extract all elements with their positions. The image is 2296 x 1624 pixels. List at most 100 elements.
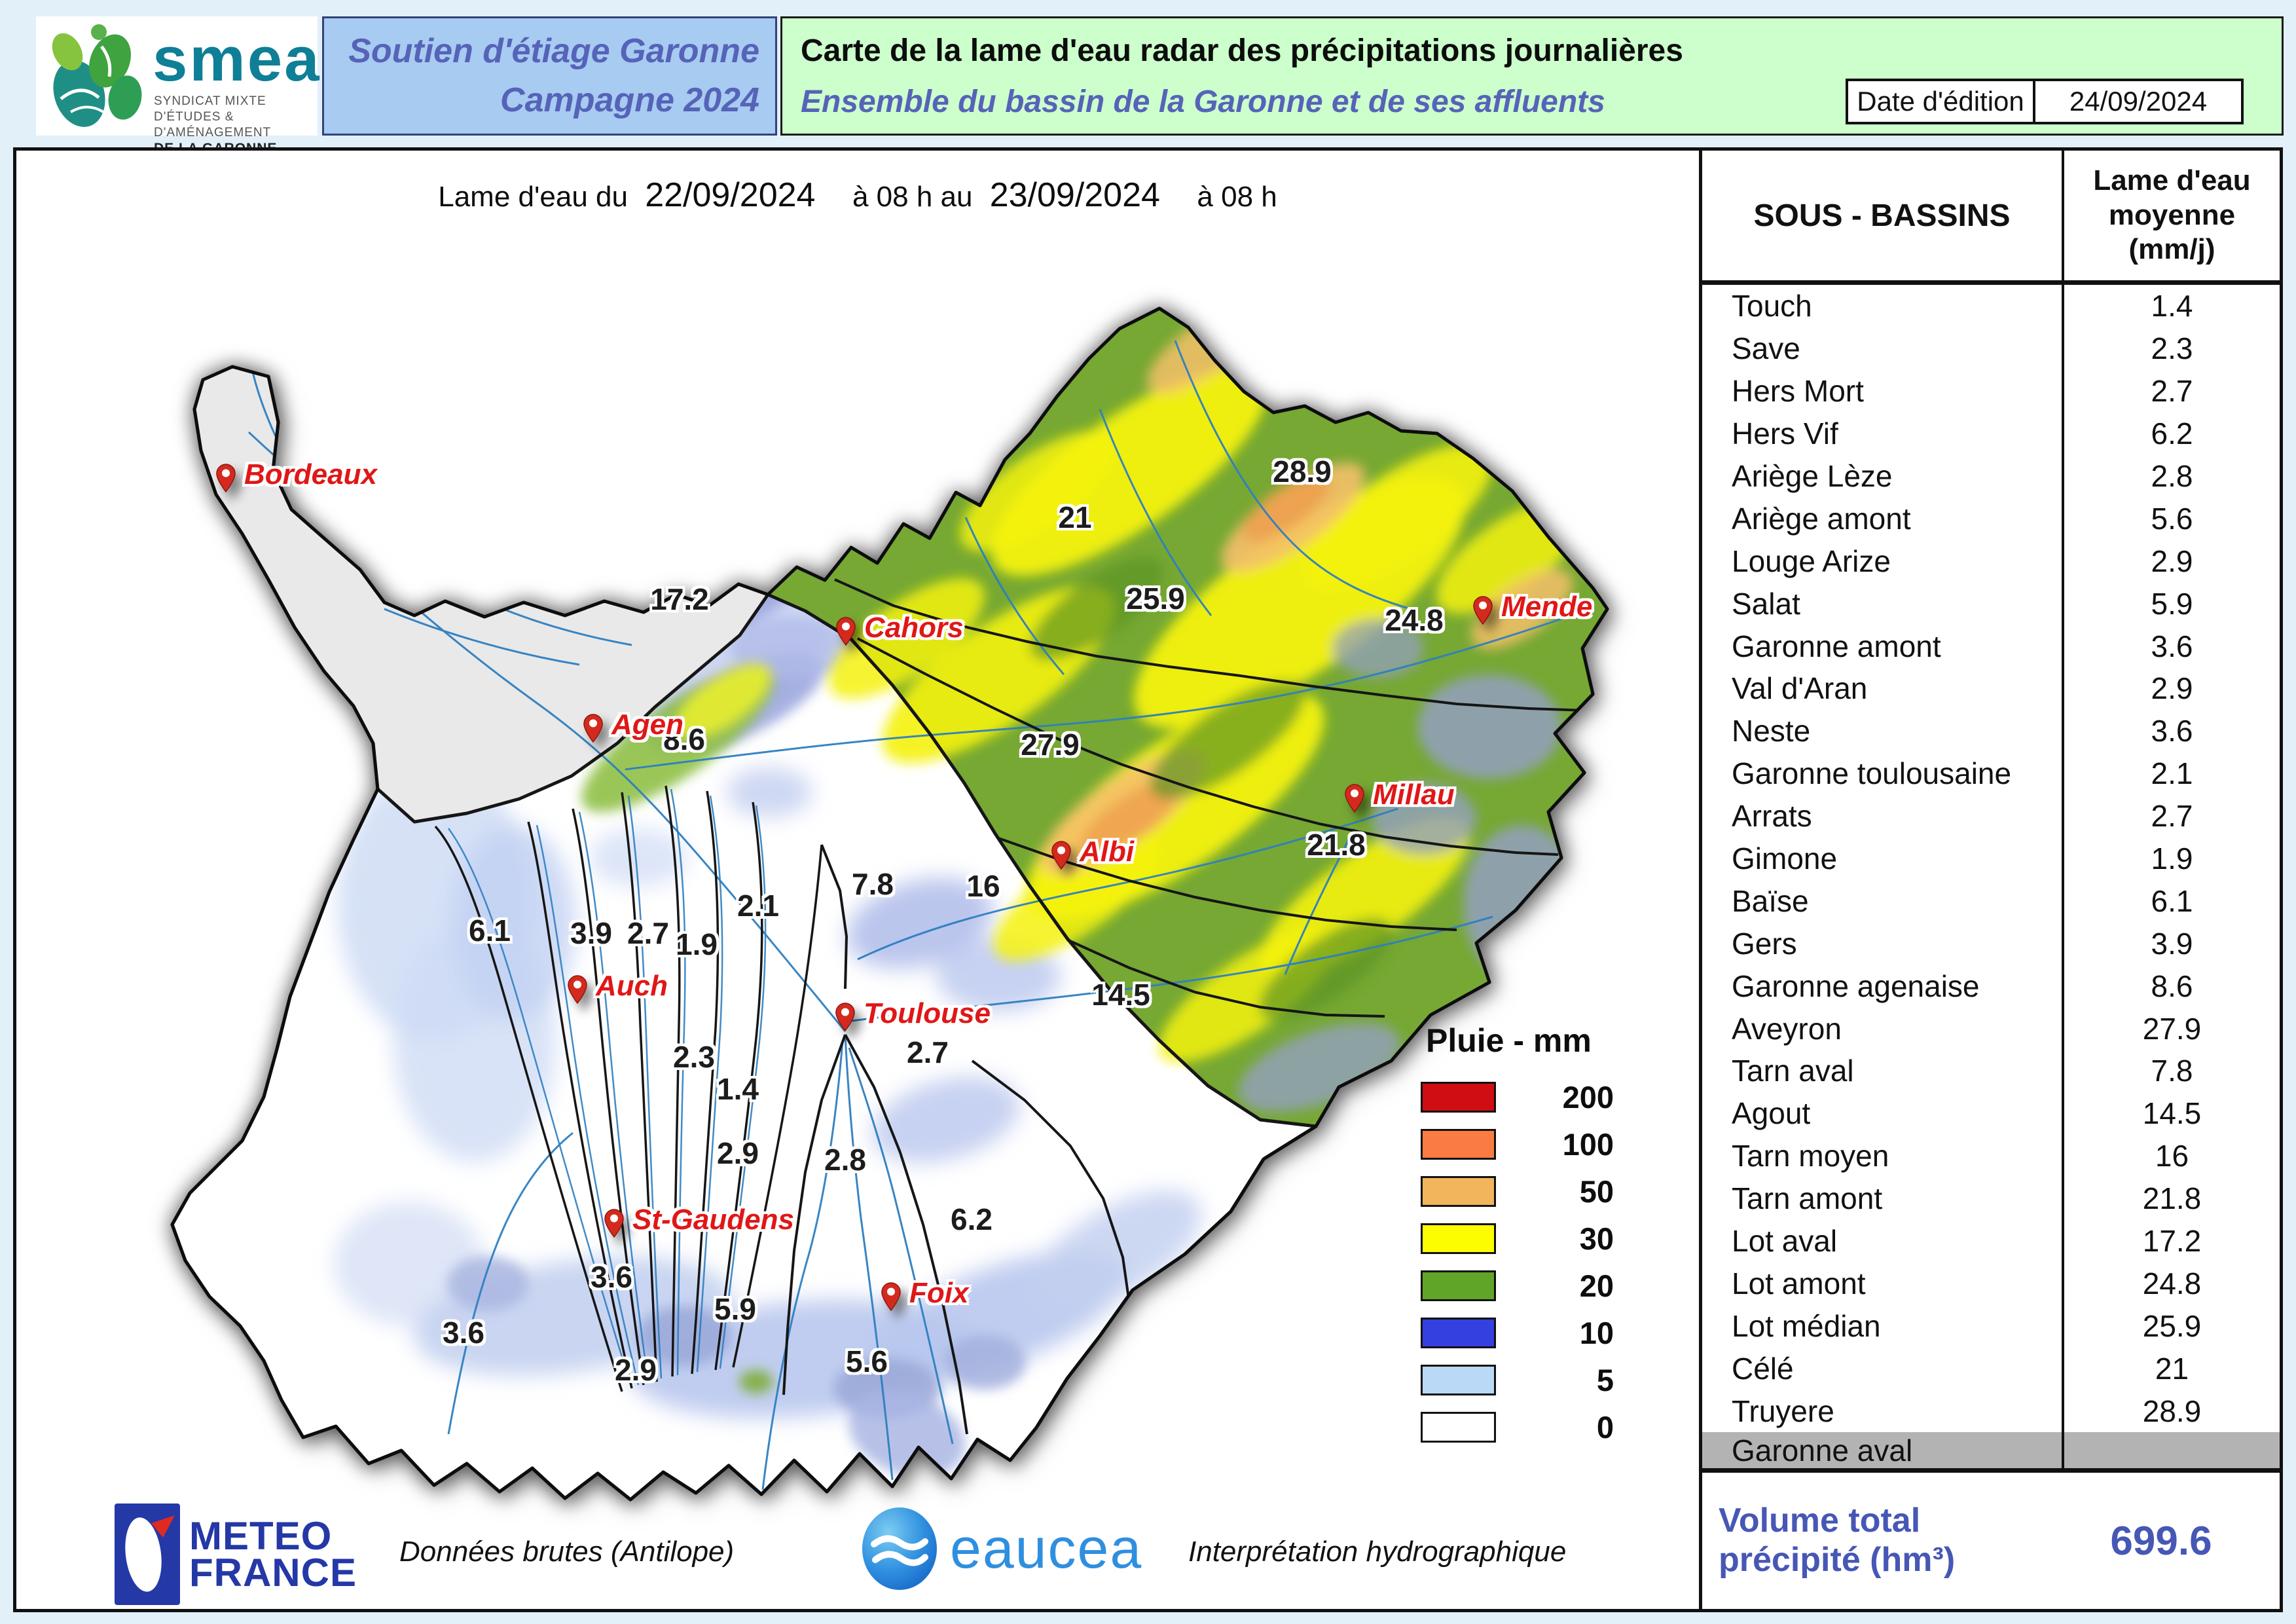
- map-title-suffix: à 08 h: [1197, 181, 1277, 213]
- city-label: Foix: [909, 1277, 969, 1309]
- map-value-label: 21: [1058, 500, 1091, 535]
- city-label: St-Gaudens: [632, 1204, 794, 1236]
- map-value-label: 2.7: [627, 915, 669, 951]
- edition-date-label: Date d'édition: [1846, 79, 2033, 124]
- basin-value: 3.6: [2151, 714, 2193, 748]
- map-value-label: 28.9: [1273, 454, 1332, 489]
- precipitation-radar-map: [170, 306, 1609, 1502]
- basin-value: 2.7: [2151, 799, 2193, 834]
- map-value-text: 21: [1058, 500, 1092, 534]
- legend-label: 0: [1596, 1410, 1614, 1445]
- table-row: Baïse 6.1: [1702, 879, 2280, 923]
- basin-value: 1.4: [2151, 289, 2193, 323]
- table-header: SOUS - BASSINS Lame d'eau moyenne (mm/j): [1702, 151, 2280, 285]
- city-label: Agen: [611, 709, 683, 741]
- basin-value: 3.6: [2151, 629, 2193, 663]
- map-title-date1: 22/09/2024: [645, 176, 816, 214]
- gray-row-name: Garonne aval: [1702, 1432, 2064, 1468]
- table-header-lame: Lame d'eau moyenne (mm/j): [2093, 164, 2251, 266]
- table-row: Ariège Lèze 2.8: [1702, 454, 2280, 498]
- basin-name: Gers: [1702, 922, 2064, 965]
- basin-value: 27.9: [2142, 1011, 2202, 1046]
- table-row: Lot médian 25.9: [1702, 1304, 2280, 1348]
- data-source-text: Données brutes (Antilope): [399, 1536, 735, 1568]
- basin-value: 8.6: [2151, 969, 2193, 1003]
- gray-row-value: [2064, 1432, 2280, 1468]
- map-value-label: 6.2: [951, 1202, 993, 1237]
- basin-name: Ariège amont: [1702, 497, 2064, 540]
- basin-value: 7.8: [2151, 1054, 2193, 1088]
- map-value-label: 17.2: [650, 581, 709, 617]
- map-value-text: 5.9: [714, 1292, 756, 1326]
- map-value-label: 3.6: [591, 1259, 632, 1295]
- map-value-text: 24.8: [1385, 603, 1444, 637]
- legend-entry: 5: [1421, 1362, 1614, 1398]
- table-row: Hers Vif 6.2: [1702, 412, 2280, 455]
- interpretation-text: Interprétation hydrographique: [1188, 1536, 1567, 1568]
- table-row: Agout 14.5: [1702, 1092, 2280, 1135]
- basin-value: 21.8: [2142, 1181, 2202, 1216]
- map-value-label: 2.9: [717, 1135, 759, 1171]
- basin-name: Lot amont: [1702, 1262, 2064, 1305]
- map-value-label: 2.7: [907, 1035, 949, 1070]
- map-value-label: 2.9: [615, 1352, 657, 1388]
- main-panel: Lame d'eau du 22/09/2024 à 08 h au 23/09…: [13, 147, 2283, 1612]
- basin-name: Baïse: [1702, 879, 2064, 923]
- map-value-label: 14.5: [1091, 977, 1150, 1012]
- table-header-basins: SOUS - BASSINS: [1702, 151, 2064, 280]
- table-row: Aveyron 27.9: [1702, 1007, 2280, 1050]
- city-label: Auch: [596, 970, 668, 1002]
- map-pin-icon: [1345, 784, 1364, 813]
- table-row: Tarn aval 7.8: [1702, 1050, 2280, 1092]
- basin-name: Arrats: [1702, 794, 2064, 838]
- meteo-line2: FRANCE: [189, 1550, 357, 1595]
- table-row: Salat 5.9: [1702, 582, 2280, 625]
- legend-swatch: [1421, 1318, 1496, 1348]
- legend-swatch: [1421, 1223, 1496, 1254]
- basin-name: Save: [1702, 327, 2064, 370]
- smeag-sub2: D'ÉTUDES & D'AMÉNAGEMENT: [154, 109, 272, 139]
- map-value-label: 6.1: [469, 913, 511, 948]
- map-value-text: 21.8: [1307, 828, 1366, 862]
- legend-rows: 200 100 50 30 20 10 5 0: [1421, 1079, 1614, 1445]
- basin-value: 2.9: [2151, 671, 2193, 706]
- table-row: Save 2.3: [1702, 327, 2280, 370]
- map-value-text: 6.1: [469, 913, 511, 948]
- basin-name: Garonne amont: [1702, 625, 2064, 668]
- city-label: Bordeaux: [244, 458, 377, 490]
- basin-name: Garonne toulousaine: [1702, 752, 2064, 795]
- basin-value: 2.3: [2151, 331, 2193, 366]
- map-pin-icon: [836, 617, 856, 646]
- legend-swatch: [1421, 1129, 1496, 1160]
- map-area: Lame d'eau du 22/09/2024 à 08 h au 23/09…: [16, 151, 1699, 1609]
- city-label: Toulouse: [864, 997, 991, 1029]
- legend-label: 50: [1579, 1174, 1614, 1209]
- city-label: Mende: [1501, 591, 1593, 623]
- legend-entry: 50: [1421, 1173, 1614, 1209]
- map-value-text: 1.9: [676, 927, 718, 961]
- table-row: Truyere 28.9: [1702, 1390, 2280, 1433]
- legend-label: 200: [1562, 1080, 1614, 1115]
- map-value-text: 7.8: [852, 867, 894, 901]
- edition-date: Date d'édition 24/09/2024: [1846, 79, 2244, 124]
- eaucea-logo: eaucea: [861, 1506, 1142, 1591]
- map-value-text: 2.7: [907, 1035, 949, 1069]
- map-value-text: 1.4: [717, 1072, 759, 1106]
- map-value-label: 25.9: [1126, 581, 1185, 616]
- basin-name: Louge Arize: [1702, 540, 2064, 583]
- table-row: Célé 21: [1702, 1347, 2280, 1390]
- basin-name: Garonne agenaise: [1702, 965, 2064, 1008]
- map-pin-icon: [583, 714, 603, 743]
- basin-value: 21: [2155, 1351, 2189, 1386]
- basin-name: Ariège Lèze: [1702, 454, 2064, 498]
- basin-name: Lot médian: [1702, 1304, 2064, 1348]
- map-value-label: 8.6: [663, 722, 705, 757]
- map-pin-icon: [604, 1209, 624, 1238]
- campaign-box: Soutien d'étiage Garonne Campagne 2024: [322, 16, 777, 136]
- basin-value: 2.8: [2151, 459, 2193, 493]
- legend-swatch: [1421, 1365, 1496, 1395]
- map-value-label: 27.9: [1021, 727, 1080, 762]
- map-value-text: 2.1: [737, 889, 779, 923]
- legend-entry: 30: [1421, 1221, 1614, 1257]
